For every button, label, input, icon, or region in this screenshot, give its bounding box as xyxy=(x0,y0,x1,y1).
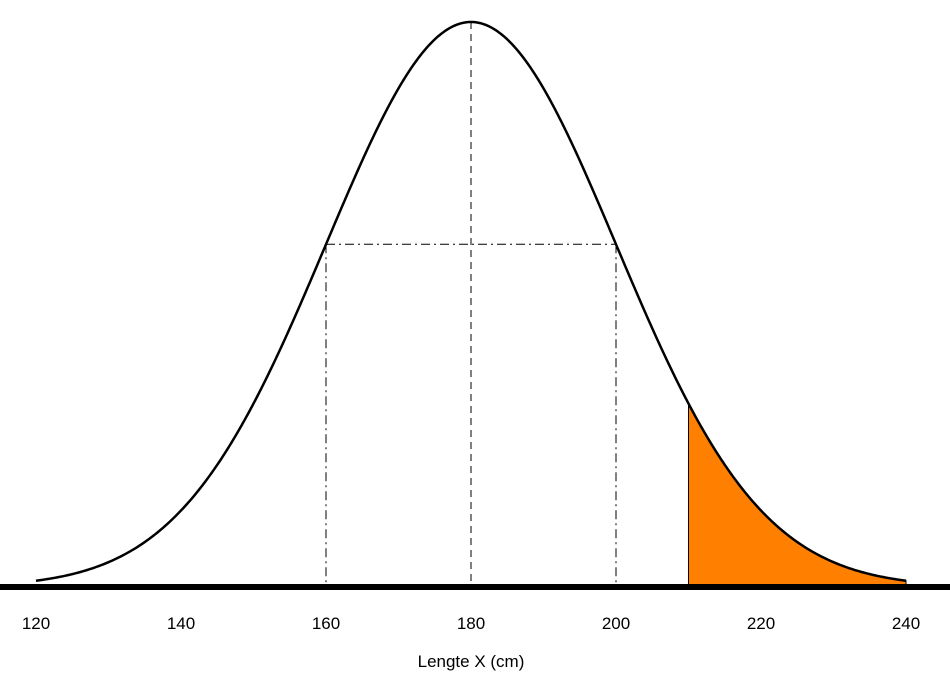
x-tick-label-140: 140 xyxy=(167,614,195,633)
x-tick-label-220: 220 xyxy=(747,614,775,633)
x-tick-labels: 120 140 160 180 200 220 240 xyxy=(22,614,920,633)
x-tick-label-240: 240 xyxy=(892,614,920,633)
x-tick-label-120: 120 xyxy=(22,614,50,633)
x-tick-label-180: 180 xyxy=(457,614,485,633)
density-curve xyxy=(35,20,907,582)
x-tick-label-200: 200 xyxy=(602,614,630,633)
shaded-tail-area xyxy=(688,403,907,588)
x-tick-label-160: 160 xyxy=(312,614,340,633)
x-axis-title: Lengte X (cm) xyxy=(418,652,525,671)
